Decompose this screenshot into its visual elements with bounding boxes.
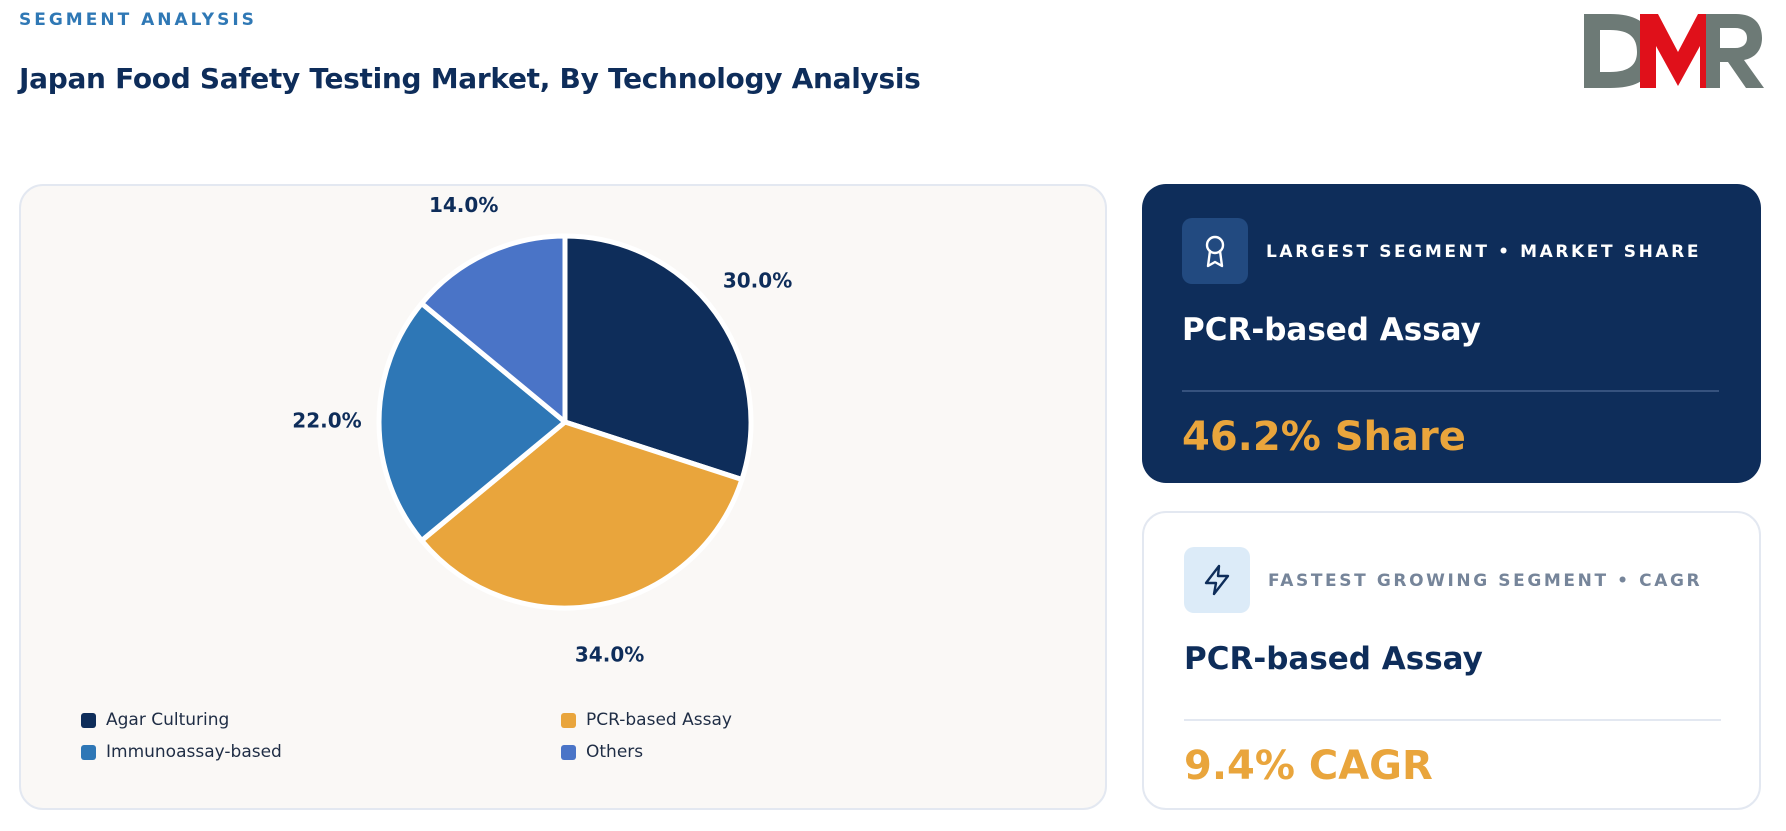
pie-slice-agar-culturing [562,233,754,482]
page-title: Japan Food Safety Testing Market, By Tec… [19,62,921,95]
legend-item-others: Others [561,742,643,762]
section-eyebrow: SEGMENT ANALYSIS [19,10,257,30]
pie-chart-card: 30.0% 34.0% 22.0% 14.0% Agar Culturing PCR-… [19,184,1107,810]
market-share-value: 46.2% Share [1182,414,1466,460]
legend-swatch [561,744,576,760]
slice-percent-label: 14.0% [429,193,498,217]
fastest-growing-card: FASTEST GROWING SEGMENT • CAGR PCR-based… [1142,511,1761,810]
legend-item-agar-culturing: Agar Culturing [81,710,229,730]
legend-label: Immunoassay-based [106,742,282,762]
slice-percent-label: 22.0% [292,409,361,433]
pie-slice-others [419,233,568,425]
slice-percent-label: 30.0% [723,269,792,293]
pie-slice-pcr-based-assay [419,419,745,611]
legend-label: Others [586,742,644,762]
dmr-logo [1584,14,1764,88]
lightning-bolt-icon [1184,547,1250,613]
legend-label: Agar Culturing [106,710,230,730]
card-segment-name: PCR-based Assay [1182,312,1481,348]
legend-item-pcr-based-assay: PCR-based Assay [561,710,732,730]
legend-swatch [81,744,96,760]
cagr-value: 9.4% CAGR [1184,743,1433,789]
slice-percent-label: 34.0% [575,642,644,666]
legend-swatch [81,712,96,728]
card-divider [1182,390,1719,392]
card-caption: LARGEST SEGMENT • MARKET SHARE [1266,242,1702,262]
pie-chart: 30.0% 34.0% 22.0% 14.0% [292,193,792,666]
pie-slice-immunoassay-based [376,300,568,544]
largest-segment-card: LARGEST SEGMENT • MARKET SHARE PCR-based… [1142,184,1761,483]
card-caption: FASTEST GROWING SEGMENT • CAGR [1268,571,1703,591]
card-segment-name: PCR-based Assay [1184,641,1483,677]
award-ribbon-icon [1182,218,1248,284]
card-divider [1184,719,1721,721]
legend-label: PCR-based Assay [586,710,732,730]
legend-swatch [561,712,576,728]
legend-item-immunoassay-based: Immunoassay-based [81,742,282,762]
